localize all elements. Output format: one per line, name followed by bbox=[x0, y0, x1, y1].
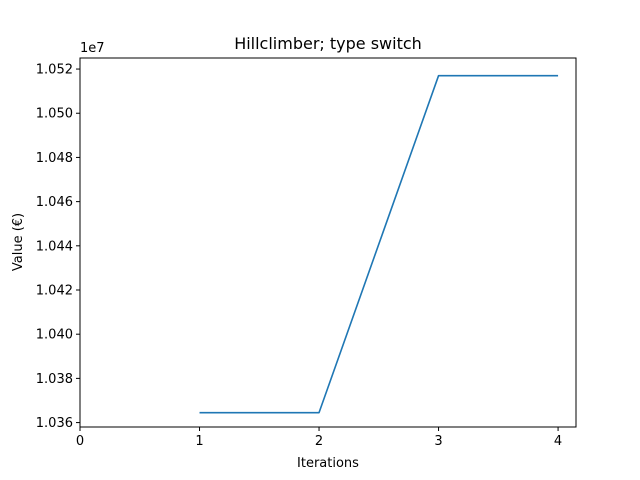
y-tick-label: 1.046 bbox=[36, 195, 73, 210]
chart-title: Hillclimber; type switch bbox=[234, 34, 422, 53]
y-offset-label: 1e7 bbox=[80, 41, 105, 56]
x-axis-ticks: 0 1 2 3 4 bbox=[76, 427, 562, 449]
y-tick-label: 1.038 bbox=[36, 372, 73, 387]
x-tick-label: 1 bbox=[195, 434, 203, 449]
y-tick-label: 1.050 bbox=[36, 107, 73, 122]
plot-frame bbox=[79, 57, 577, 428]
series-line bbox=[199, 74, 559, 414]
y-tick-label: 1.052 bbox=[36, 63, 73, 78]
y-axis-label: Value (€) bbox=[11, 213, 26, 271]
y-tick-label: 1.048 bbox=[36, 151, 73, 166]
y-tick-label: 1.042 bbox=[36, 284, 73, 299]
y-tick-label: 1.044 bbox=[36, 239, 73, 254]
plot-layer bbox=[199, 74, 559, 414]
y-tick-label: 1.036 bbox=[36, 416, 73, 431]
x-axis-label: Iterations bbox=[297, 456, 359, 471]
y-tick-label: 1.040 bbox=[36, 328, 73, 343]
x-tick-label: 4 bbox=[554, 434, 562, 449]
x-tick-label: 0 bbox=[76, 434, 84, 449]
x-tick-label: 3 bbox=[434, 434, 442, 449]
y-axis-ticks: 1.036 1.038 1.040 1.042 1.044 1.046 1.048 1.050… bbox=[36, 63, 80, 431]
x-tick-label: 2 bbox=[315, 434, 323, 449]
